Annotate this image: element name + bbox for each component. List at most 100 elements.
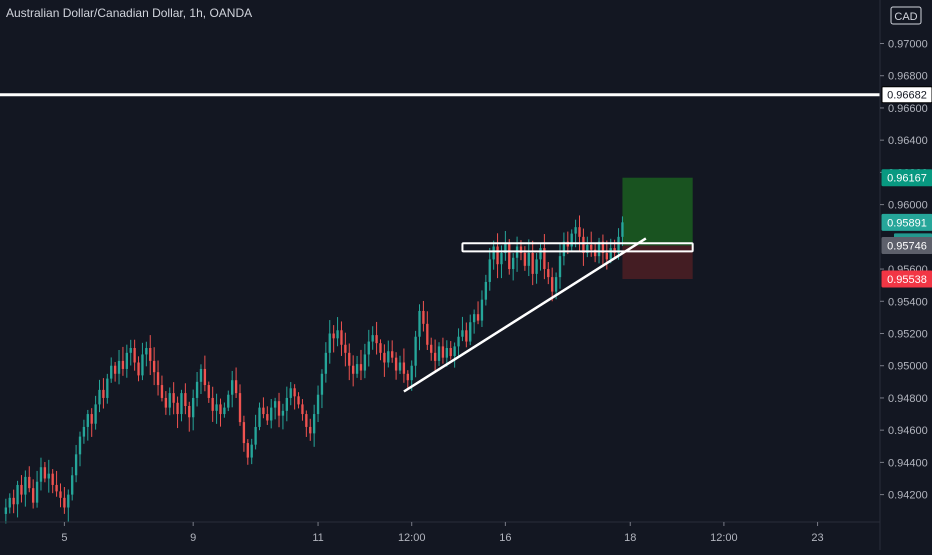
candle-body — [309, 426, 312, 434]
candle-body — [523, 252, 527, 266]
candle-body — [90, 414, 93, 424]
entry-badge-bg — [881, 237, 932, 255]
candle-body — [359, 364, 363, 371]
candle — [461, 316, 464, 342]
candle — [336, 317, 339, 347]
stop-badge-text: 0.95538 — [887, 274, 927, 286]
candle — [273, 397, 277, 420]
candle-body — [344, 344, 347, 353]
candle-body — [398, 362, 402, 371]
candle-body — [476, 314, 480, 321]
candle — [238, 384, 242, 426]
candle-body — [59, 491, 62, 498]
candle — [215, 393, 218, 424]
candle — [437, 342, 441, 366]
candle — [453, 342, 456, 368]
candle — [465, 322, 468, 348]
candle-body — [527, 252, 530, 266]
candle — [67, 489, 70, 522]
candle — [504, 231, 507, 261]
entry-badge-text: 0.95746 — [887, 241, 927, 253]
y-tick-label: 0.96400 — [888, 135, 928, 147]
candle-body — [227, 394, 230, 408]
candle — [250, 438, 253, 465]
candle-body — [371, 335, 374, 342]
candle-body — [422, 310, 425, 324]
candle-body — [172, 393, 175, 403]
candle-body — [238, 393, 242, 423]
target-badge-text: 0.96167 — [887, 173, 927, 185]
candle — [301, 399, 304, 421]
candle-body — [519, 246, 523, 253]
candle — [141, 342, 144, 381]
candle — [149, 335, 152, 376]
candle-body — [609, 248, 612, 260]
candle-body — [312, 414, 316, 434]
candle-body — [184, 393, 187, 406]
candle — [582, 228, 585, 266]
candle-body — [461, 330, 464, 337]
candle — [551, 267, 554, 302]
candle-body — [410, 365, 413, 381]
candle — [98, 379, 101, 413]
candle-body — [293, 388, 296, 397]
candle-body — [379, 343, 382, 353]
candle — [305, 410, 308, 437]
candle — [39, 457, 43, 491]
y-tick-label: 0.95000 — [888, 361, 928, 373]
drawings — [0, 93, 880, 393]
candle — [4, 498, 8, 524]
candle — [445, 340, 448, 367]
candle — [51, 469, 54, 494]
candle-body — [47, 473, 50, 479]
candle — [402, 348, 406, 383]
candle-body — [199, 368, 203, 382]
candle — [543, 234, 546, 280]
candle — [394, 352, 398, 380]
candle-body — [176, 402, 179, 415]
candle-body — [352, 365, 355, 374]
candle-body — [297, 396, 300, 405]
x-tick-label: 12:00 — [398, 532, 426, 544]
candle — [297, 392, 300, 409]
candle-body — [367, 341, 370, 355]
candle — [472, 309, 476, 334]
stop-badge: 0.95538 — [881, 270, 932, 288]
candle — [457, 328, 460, 356]
candle-body — [472, 314, 476, 323]
candle — [531, 240, 534, 286]
candle-body — [496, 246, 499, 265]
y-tick-label: 0.94600 — [888, 425, 928, 437]
candle — [234, 367, 238, 398]
candle-body — [488, 259, 491, 282]
x-tick-label: 23 — [811, 532, 823, 544]
candle — [242, 415, 246, 452]
candle-body — [102, 389, 105, 398]
candle-body — [94, 404, 97, 424]
candle-body — [554, 277, 558, 292]
candle — [47, 459, 50, 493]
candle-body — [469, 322, 472, 342]
candle — [512, 253, 515, 281]
level-badge: 0.96682 — [881, 86, 932, 104]
candle — [121, 346, 125, 376]
candle — [367, 329, 370, 367]
candle — [20, 475, 23, 503]
candle-body — [231, 380, 234, 395]
candle — [35, 470, 39, 508]
candle-body — [547, 269, 550, 278]
y-tick-label: 0.97000 — [888, 39, 928, 51]
currency-box — [890, 6, 922, 25]
candle — [203, 355, 207, 392]
candle-body — [453, 346, 456, 357]
candle-body — [273, 401, 277, 408]
candle — [113, 361, 117, 382]
candle-body — [621, 222, 624, 237]
candle-body — [336, 330, 339, 339]
target-zone — [622, 177, 693, 246]
candle-body — [449, 348, 452, 357]
candle — [78, 431, 82, 467]
